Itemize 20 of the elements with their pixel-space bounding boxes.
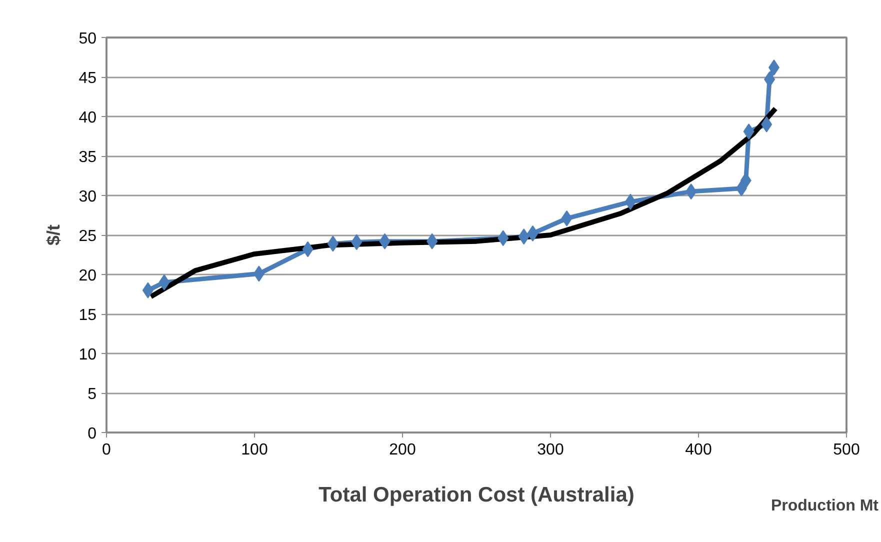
x-axis-title: Production Mt bbox=[770, 498, 880, 514]
y-axis-title: $/t bbox=[44, 224, 64, 246]
y-tick-label: 0 bbox=[88, 426, 97, 442]
y-tick-label: 30 bbox=[78, 188, 97, 206]
y-tick-label: 45 bbox=[78, 70, 97, 87]
x-tick-label: 200 bbox=[389, 442, 416, 458]
y-tick-label: 20 bbox=[78, 268, 97, 284]
y-tick-label: 50 bbox=[78, 30, 97, 48]
x-tick-label: 300 bbox=[537, 442, 564, 458]
y-tick-label: 40 bbox=[78, 110, 97, 126]
text: Total Operation Cost (Australia) bbox=[318, 484, 634, 506]
x-tick-label: 0 bbox=[102, 442, 112, 458]
x-tick-label: 400 bbox=[685, 442, 712, 458]
x-tick-label: 500 bbox=[833, 442, 860, 458]
y-tick-label: 5 bbox=[88, 386, 97, 403]
x-tick-label: 100 bbox=[241, 442, 268, 458]
y-tick-label: 35 bbox=[78, 149, 97, 166]
y-tick-label: 15 bbox=[78, 307, 97, 324]
y-tick-label: 10 bbox=[78, 346, 97, 364]
y-tick-label: 25 bbox=[78, 228, 97, 245]
